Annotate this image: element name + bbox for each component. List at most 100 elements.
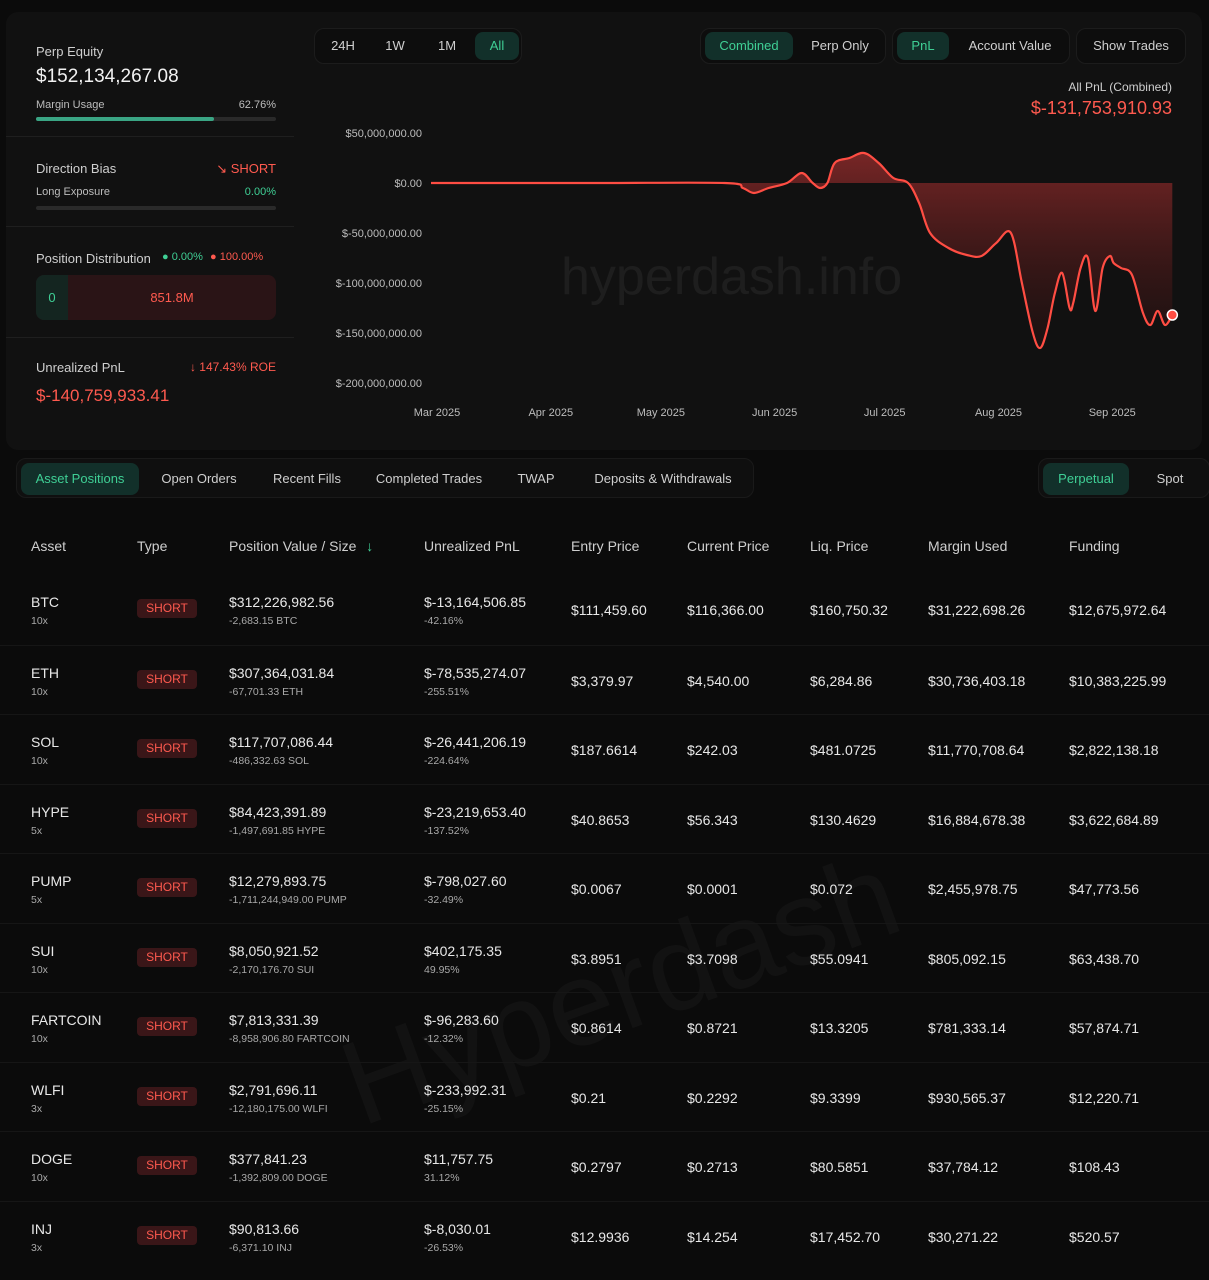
y-tick-label: $-200,000,000.00 (336, 378, 422, 390)
unrealized-pnl-pct: -42.16% (424, 615, 464, 627)
table-row[interactable]: FARTCOIN 10x SHORT $7,813,331.39 -8,958,906.… (0, 992, 1209, 1062)
position-value: $377,841.23 (229, 1151, 307, 1167)
header-current-price[interactable]: Current Price (687, 538, 770, 554)
account-summary: Perp Equity $152,134,267.08 Margin Usage… (6, 12, 301, 450)
liq-price: $6,284.86 (810, 672, 873, 689)
position-type-badge: SHORT (137, 1086, 197, 1106)
metric-pnl-button[interactable]: PnL (897, 32, 949, 60)
metric-selector: PnL Account Value (892, 28, 1070, 64)
tab-perpetual[interactable]: Perpetual (1043, 463, 1129, 495)
asset-name: SUI (31, 942, 55, 959)
position-value: $307,364,031.84 (229, 664, 335, 681)
range-all-button[interactable]: All (475, 32, 519, 60)
divider (6, 337, 294, 338)
tab-completed-trades[interactable]: Completed Trades (375, 471, 483, 486)
pnl-end-marker (1166, 309, 1179, 321)
range-24h-button[interactable]: 24H (331, 38, 355, 53)
margin-usage-label: Margin Usage (36, 99, 105, 111)
unrealized-pnl: $402,175.35 (424, 942, 502, 959)
table-row[interactable]: HYPE 5x SHORT $84,423,391.89 -1,497,691.85 H… (0, 783, 1209, 854)
position-type-badge: SHORT (137, 1225, 197, 1245)
liq-price: $160,750.32 (810, 602, 888, 618)
y-tick-label: $-100,000,000.00 (336, 278, 422, 290)
entry-price: $0.0067 (571, 881, 622, 897)
y-tick-label: $50,000,000.00 (346, 128, 422, 140)
range-1w-button[interactable]: 1W (385, 38, 405, 53)
table-row[interactable]: SUI 10x SHORT $8,050,921.52 -2,170,176.70 SU… (0, 922, 1209, 993)
header-position-value[interactable]: Position Value / Size ↓ (229, 538, 373, 554)
unrealized-pnl-pct: -25.15% (424, 1102, 464, 1115)
metric-account-value-button[interactable]: Account Value (968, 38, 1052, 53)
position-type-badge: SHORT (137, 739, 197, 758)
margin-used: $31,222,698.26 (928, 602, 1026, 618)
x-tick-label: Jun 2025 (752, 407, 797, 419)
divider (6, 136, 294, 137)
position-size: -67,701.33 ETH (229, 685, 304, 698)
funding: $12,220.71 (1069, 1089, 1140, 1106)
asset-leverage: 10x (31, 1172, 48, 1184)
margin-used: $30,736,403.18 (928, 672, 1026, 689)
liq-price: $13.3205 (810, 1020, 869, 1036)
short-dot-icon: ● (209, 251, 217, 263)
mode-perp-only-button[interactable]: Perp Only (811, 38, 869, 53)
entry-price: $3.8951 (571, 950, 622, 967)
unrealized-pnl-pct: -137.52% (424, 824, 469, 837)
unrealized-pnl-pct: -26.53% (424, 1241, 464, 1254)
table-row[interactable]: PUMP 5x SHORT $12,279,893.75 -1,711,244,949.… (0, 853, 1209, 923)
header-funding[interactable]: Funding (1069, 538, 1120, 554)
position-value: $90,813.66 (229, 1220, 300, 1237)
table-row[interactable]: SOL 10x SHORT $117,707,086.44 -486,332.63 SO… (0, 714, 1209, 784)
entry-price: $40.8653 (571, 811, 630, 828)
unrealized-pnl: $-233,992.31 (424, 1081, 507, 1098)
header-liq-price[interactable]: Liq. Price (810, 538, 869, 554)
tab-open-orders[interactable]: Open Orders (161, 471, 237, 486)
show-trades-button[interactable]: Show Trades (1076, 28, 1186, 64)
position-value: $2,791,696.11 (229, 1081, 318, 1098)
position-type-badge: SHORT (137, 808, 197, 828)
mode-combined-button[interactable]: Combined (705, 32, 793, 60)
current-price: $0.8721 (687, 1020, 738, 1036)
asset-leverage: 5x (31, 824, 43, 837)
tab-asset-positions[interactable]: Asset Positions (21, 463, 139, 495)
perp-equity-value: $152,134,267.08 (36, 66, 179, 87)
asset-leverage: 3x (31, 1241, 43, 1254)
y-tick-label: $0.00 (394, 178, 422, 190)
position-size: -2,170,176.70 SUI (229, 963, 315, 976)
funding: $520.57 (1069, 1228, 1120, 1245)
range-1m-button[interactable]: 1M (437, 38, 457, 53)
funding: $12,675,972.64 (1069, 602, 1167, 618)
unrealized-pnl: $-13,164,506.85 (424, 594, 526, 610)
header-type[interactable]: Type (137, 538, 168, 554)
table-row[interactable]: ETH 10x SHORT $307,364,031.84 -67,701.33 ETH… (0, 644, 1209, 715)
funding: $57,874.71 (1069, 1020, 1140, 1036)
header-margin-used[interactable]: Margin Used (928, 538, 1008, 554)
header-asset[interactable]: Asset (31, 538, 67, 554)
position-type-badge: SHORT (137, 878, 197, 897)
tab-deposits-withdrawals[interactable]: Deposits & Withdrawals (594, 471, 732, 486)
perp-equity-label: Perp Equity (36, 44, 104, 59)
header-unrealized-pnl[interactable]: Unrealized PnL (424, 538, 520, 554)
table-row[interactable]: DOGE 10x SHORT $377,841.23 -1,392,809.00 DOG… (0, 1131, 1209, 1201)
table-row[interactable]: WLFI 3x SHORT $2,791,696.11 -12,180,175.00 W… (0, 1061, 1209, 1132)
dist-short-value: 851.8M (150, 290, 194, 305)
header-entry-price[interactable]: Entry Price (571, 538, 640, 554)
x-tick-label: Jul 2025 (864, 407, 906, 419)
unrealized-pnl-pct: -12.32% (424, 1033, 464, 1045)
position-value: $312,226,982.56 (229, 594, 335, 610)
margin-used: $30,271.22 (928, 1228, 999, 1245)
unrealized-pnl: $-96,283.60 (424, 1012, 499, 1028)
margin-used: $781,333.14 (928, 1020, 1006, 1036)
table-row[interactable]: INJ 3x SHORT $90,813.66 -6,371.10 INJ $-8,030… (0, 1200, 1209, 1271)
overview-panel: Perp Equity $152,134,267.08 Margin Usage… (6, 12, 1202, 450)
pnl-line (430, 151, 1174, 350)
position-value: $84,423,391.89 (229, 803, 327, 820)
direction-bias-value: ↘ SHORT (211, 161, 276, 177)
x-tick-label: Aug 2025 (975, 407, 1022, 419)
tab-recent-fills[interactable]: Recent Fills (273, 471, 341, 486)
tab-spot[interactable]: Spot (1156, 471, 1184, 486)
table-row[interactable]: BTC 10x SHORT $312,226,982.56 -2,683.15 BTC $… (0, 575, 1209, 645)
unrealized-pnl-value: $-140,759,933.41 (36, 386, 170, 405)
asset-name: HYPE (31, 803, 70, 820)
x-tick-label: Sep 2025 (1089, 407, 1136, 419)
tab-twap[interactable]: TWAP (517, 471, 555, 486)
